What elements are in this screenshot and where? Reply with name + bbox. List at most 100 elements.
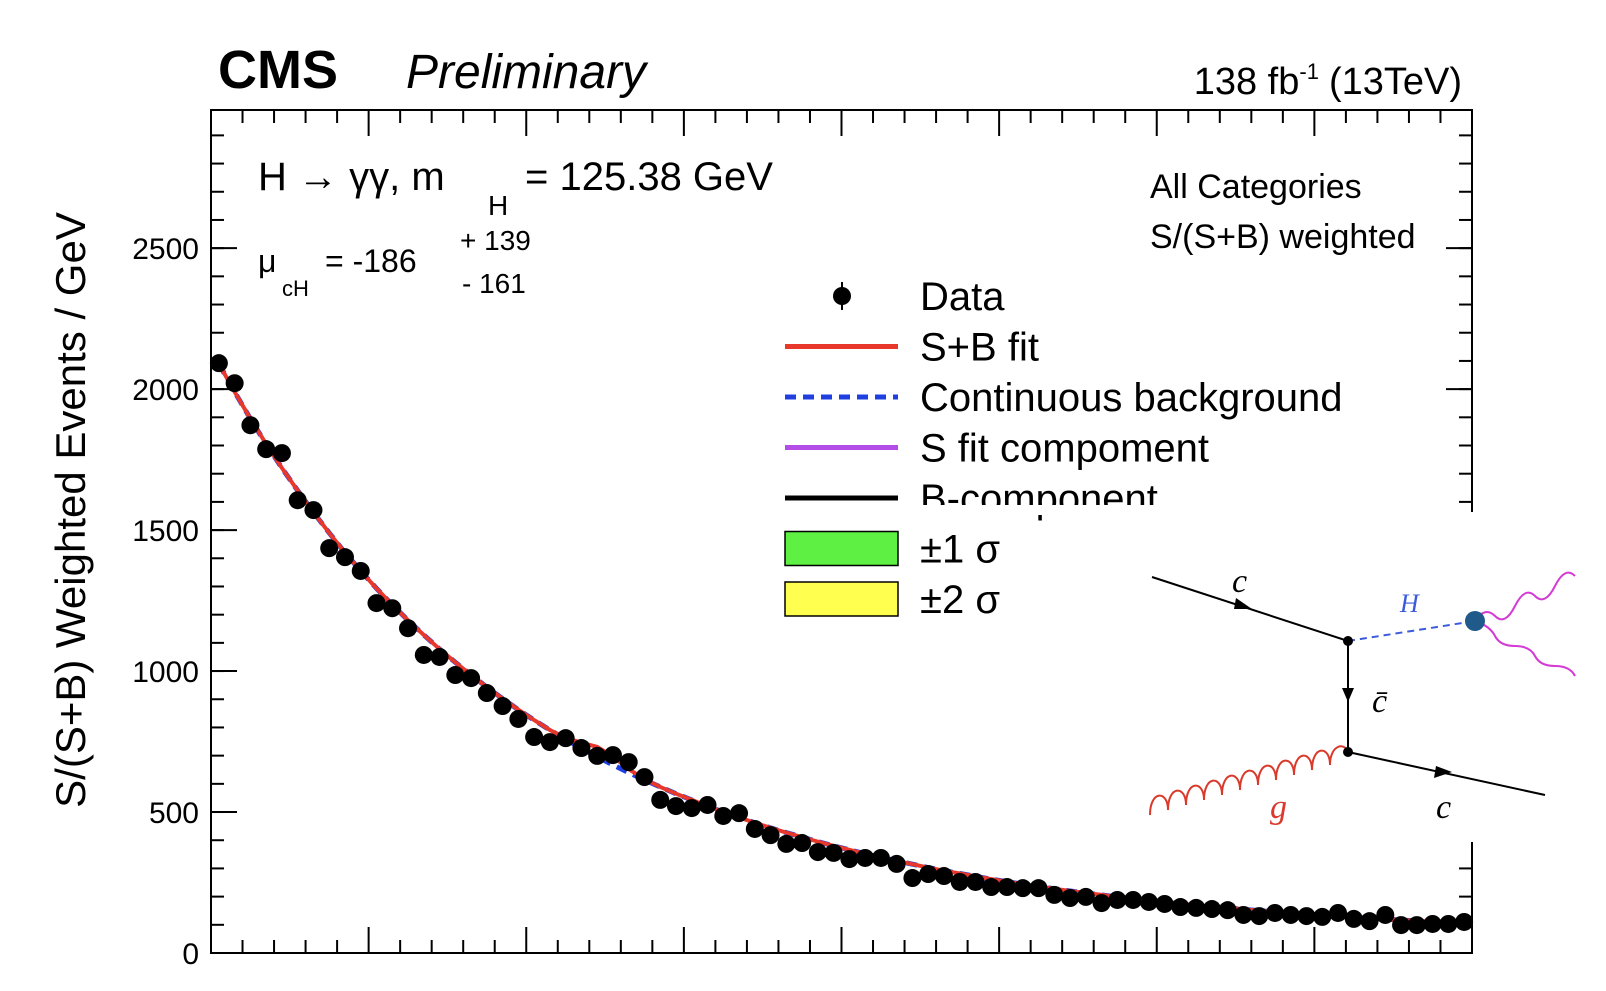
data-point (1029, 879, 1048, 898)
y-tick-label: 0 (182, 938, 199, 971)
photon (1474, 571, 1576, 622)
inset-edge (780, 505, 1220, 515)
data-point (1092, 894, 1111, 913)
data-point (808, 843, 827, 862)
data-point (1313, 907, 1332, 926)
data-point (1297, 907, 1316, 926)
data-point (1455, 912, 1474, 931)
data-point (761, 826, 780, 845)
data-point (1045, 885, 1064, 904)
mu-down: - 161 (462, 268, 526, 299)
weighting-label: S/(S+B) weighted (1150, 218, 1416, 256)
photon (1474, 620, 1576, 677)
data-point (320, 539, 339, 558)
data-point (1439, 914, 1458, 933)
data-point (840, 850, 859, 869)
data-point (1360, 912, 1379, 931)
data-point (666, 797, 685, 816)
data-point (288, 491, 307, 510)
data-point (651, 790, 670, 809)
vertex-blob (1465, 611, 1485, 631)
data-point (1171, 898, 1190, 917)
gluon (1149, 745, 1351, 816)
data-point (399, 619, 418, 638)
data-point (335, 548, 354, 567)
y-tick-label: 1500 (132, 515, 199, 548)
data-point (588, 746, 607, 765)
data-point (635, 768, 654, 787)
arrow (1434, 766, 1452, 778)
legend-label: ±1 σ (920, 528, 1000, 572)
category-label: All Categories (1150, 168, 1362, 206)
data-point (793, 834, 812, 853)
legend-box (784, 581, 899, 617)
mu-up: + 139 (460, 225, 531, 256)
y-axis-title: S/(S+B) Weighted Events / GeV (47, 212, 94, 808)
legend: Data S+B fit Continuous background S fit co… (784, 275, 1343, 622)
vertex (1343, 636, 1353, 646)
data-point (1076, 887, 1095, 906)
data-point (525, 728, 544, 747)
data-point (462, 669, 481, 688)
diagram-label: c̄ (1372, 683, 1388, 720)
mu-value: = -186 (325, 243, 417, 279)
data-point (430, 647, 449, 666)
data-point (777, 834, 796, 853)
legend-marker (833, 287, 851, 305)
data-point (1407, 916, 1426, 935)
legend-box (784, 530, 899, 567)
data-point (824, 843, 843, 862)
data-point (209, 354, 228, 373)
y-tick-label: 500 (149, 797, 199, 830)
data-point (1187, 898, 1206, 917)
data-point (414, 645, 433, 664)
diagram-label: g (1270, 789, 1287, 826)
data-point (934, 867, 953, 886)
data-point (745, 819, 764, 838)
data-point (603, 746, 622, 765)
data-point (272, 444, 291, 463)
data-point (982, 878, 1001, 897)
y-tick-label: 2000 (132, 374, 199, 407)
legend-label: Data (920, 275, 1005, 319)
data-point (572, 739, 591, 758)
process-label: H → γγ, m (258, 155, 445, 199)
lumi-tail: (13TeV) (1329, 61, 1462, 103)
y-tick-label: 1000 (132, 656, 199, 689)
arrow (1342, 688, 1354, 702)
mu-sub: cH (282, 276, 309, 301)
data-point (1423, 914, 1442, 933)
data-point (1329, 903, 1348, 922)
data-point (493, 697, 512, 716)
arrow (1234, 598, 1252, 609)
data-point (1155, 894, 1174, 913)
chart-title: CMS (218, 40, 338, 100)
diagram-label: c (1436, 789, 1451, 826)
data-point (903, 869, 922, 888)
inset-panel (1130, 512, 1606, 842)
diagram-label: c (1232, 563, 1247, 600)
data-point (540, 733, 559, 752)
data-point (1344, 909, 1363, 928)
data-point (1265, 903, 1284, 922)
data-point (1061, 889, 1080, 908)
process-sub: H (488, 190, 508, 221)
data-point (1234, 905, 1253, 924)
chart-subtitle: Preliminary (406, 46, 649, 99)
data-point (509, 709, 528, 728)
data-point (950, 872, 969, 891)
data-point (1202, 900, 1221, 919)
data-point (698, 795, 717, 814)
data-point (1281, 905, 1300, 924)
data-point (304, 501, 323, 520)
legend-label: S+B fit (920, 326, 1039, 370)
data-point (1124, 890, 1143, 909)
legend-label: ±2 σ (920, 578, 1000, 622)
data-point (351, 561, 370, 580)
data-point (477, 684, 496, 703)
higgs-line (1347, 620, 1476, 642)
legend-label: S fit compoment (920, 427, 1209, 471)
data-point (1013, 879, 1032, 898)
data-point (556, 729, 575, 748)
